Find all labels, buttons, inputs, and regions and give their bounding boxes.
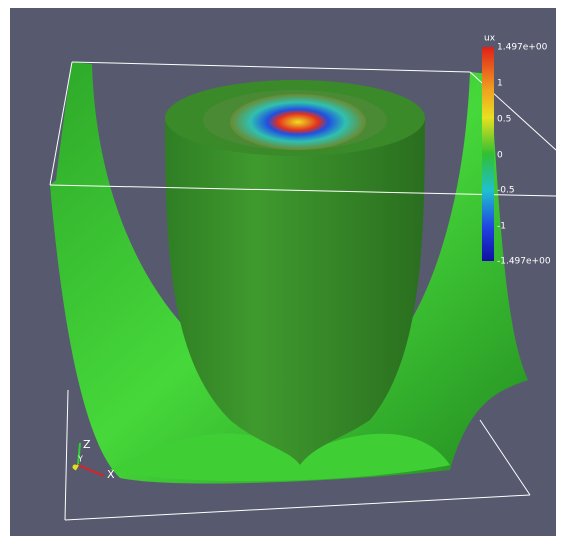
page: {"color_legend": {"title": "ux", "labels… xyxy=(0,0,566,544)
legend-label: 1 xyxy=(497,79,503,89)
core-field xyxy=(230,94,366,150)
colorbar xyxy=(482,47,494,261)
legend-label: -1.497e+00 xyxy=(497,257,551,267)
y-label: Y xyxy=(77,455,83,464)
x-label: X xyxy=(107,468,115,481)
legend-label: 0 xyxy=(497,151,503,161)
legend-title: ux xyxy=(484,34,496,44)
legend-label: -0.5 xyxy=(497,186,515,196)
legend-label: -1 xyxy=(497,222,506,232)
legend-label: 0.5 xyxy=(497,115,511,125)
render-view: ux 1.497e+00 1 0.5 0 -0.5 -1 -1.497e+00 … xyxy=(0,0,566,544)
z-label: Z xyxy=(83,438,91,451)
legend-label: 1.497e+00 xyxy=(497,43,548,53)
axes-origin xyxy=(73,465,78,470)
